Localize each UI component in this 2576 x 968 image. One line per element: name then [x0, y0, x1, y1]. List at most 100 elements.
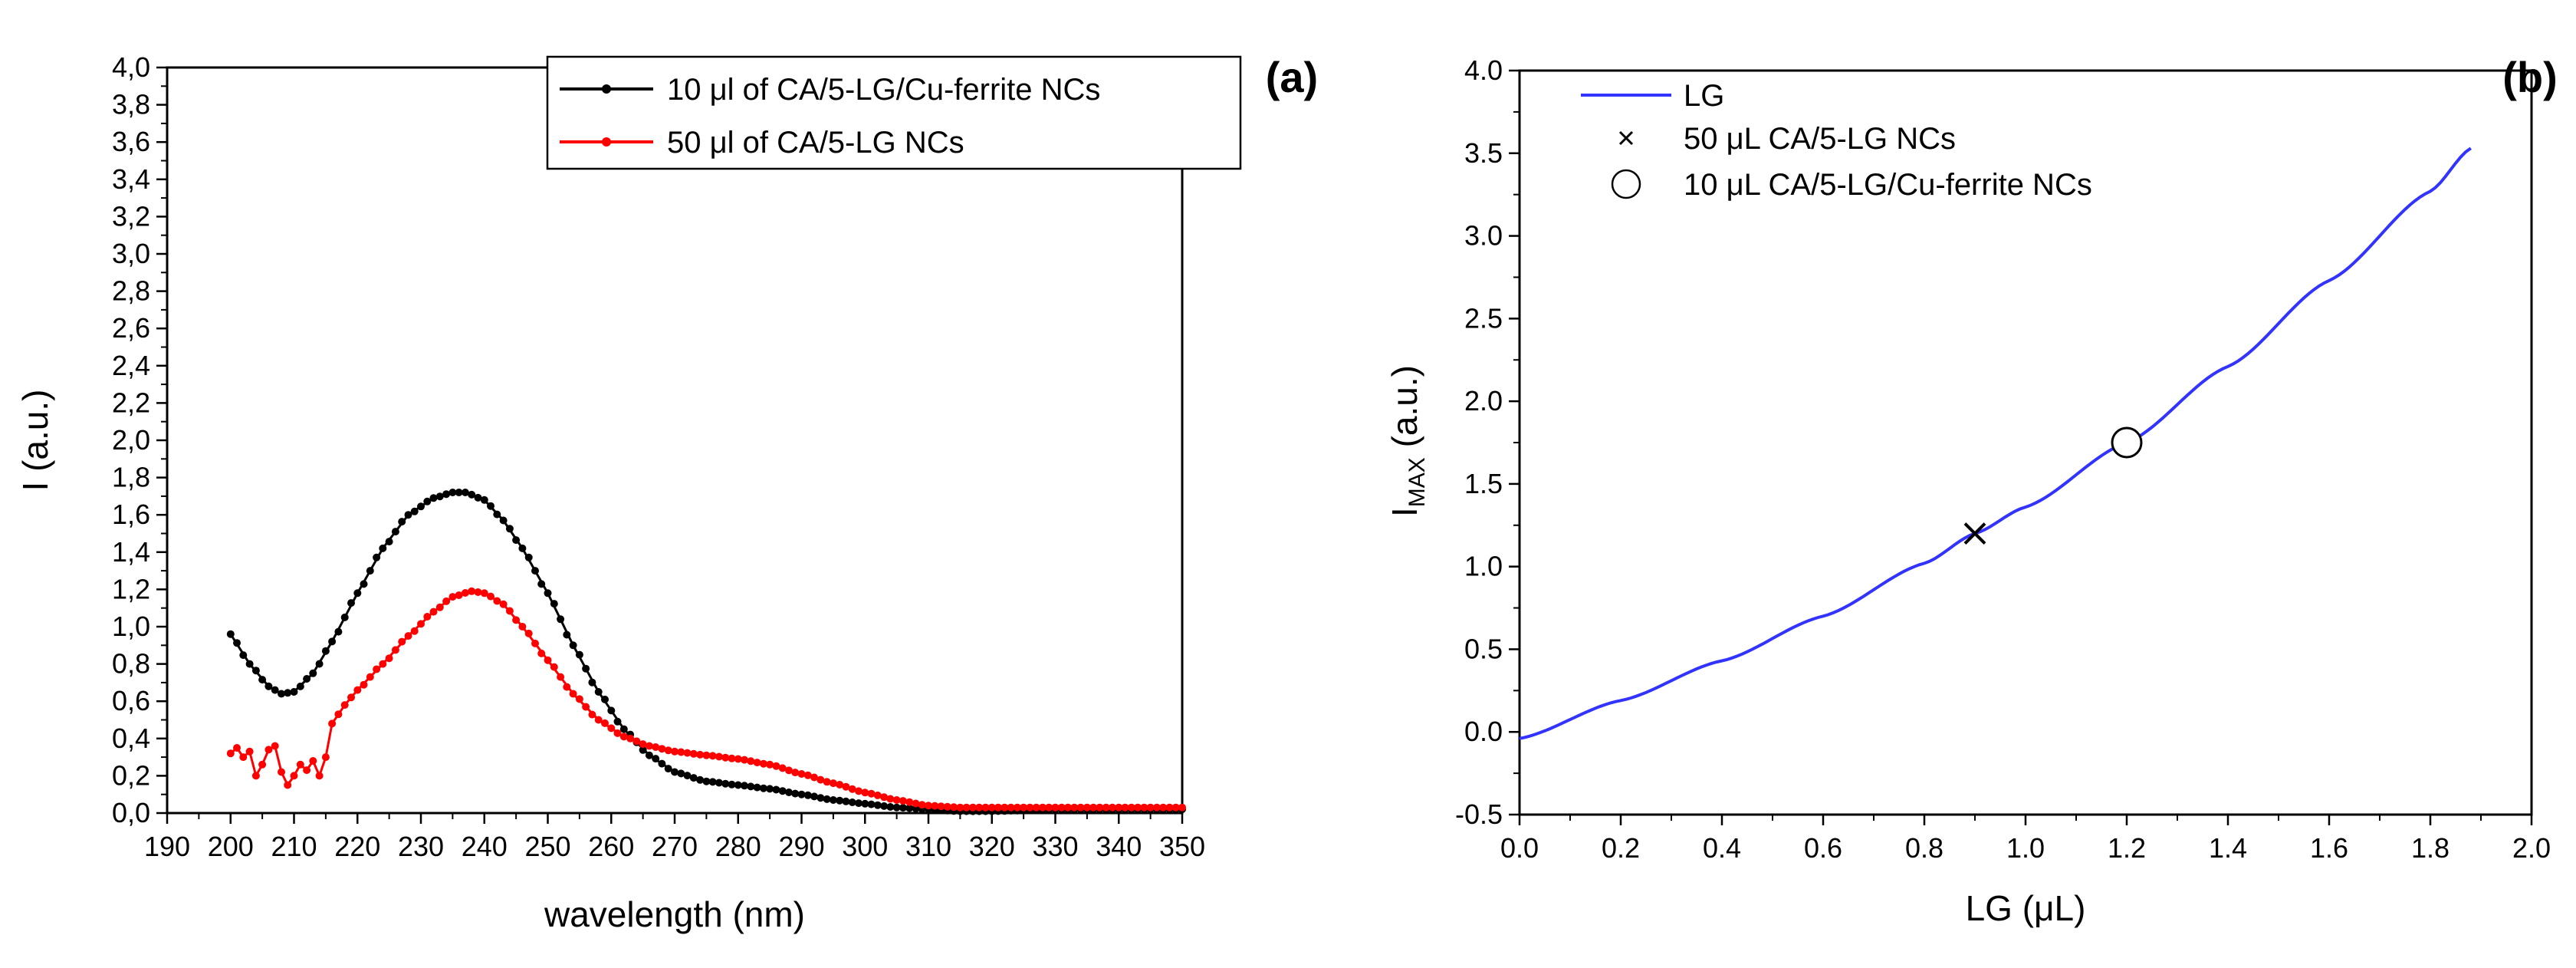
series-1-point: [937, 802, 945, 811]
panel-a-y-tick-label: 1,2: [112, 573, 150, 604]
panel-b-x-tick-label: 1.2: [2108, 832, 2146, 864]
series-1-point: [379, 660, 387, 668]
series-1-point: [905, 798, 914, 806]
series-1-point: [328, 719, 337, 728]
series-1-point: [1070, 803, 1079, 812]
series-0-point: [493, 510, 501, 519]
series-0-point: [747, 782, 755, 791]
series-1-point: [391, 646, 399, 654]
panel-a-x-tick-label: 310: [905, 831, 951, 862]
series-1-point: [1109, 803, 1116, 812]
panel-b-y-tick-label: 0.0: [1464, 716, 1503, 747]
series-1-point: [321, 753, 330, 762]
panel-a-x-tick-label: 200: [208, 831, 254, 862]
panel-a-y-tick-label: 0,8: [112, 648, 150, 680]
panel-a-x-tick-label: 320: [969, 831, 1015, 862]
panel-a-x-tick-label: 190: [144, 831, 190, 862]
series-0-point: [867, 800, 876, 808]
legend-entry-10ul-cu-ferrite: 10 μl of CA/5-LG/Cu-ferrite NCs: [667, 73, 1100, 107]
series-1-point: [803, 771, 812, 779]
series-1-point: [334, 710, 343, 719]
series-1-point: [1020, 803, 1028, 812]
series-1-point: [728, 754, 736, 762]
panel-b-x-tick-label: 0.8: [1905, 832, 1944, 864]
series-1-point: [867, 789, 876, 798]
panel-a-y-tick-label: 3,4: [112, 163, 150, 195]
series-0-point: [487, 502, 495, 510]
series-1-point: [791, 769, 800, 777]
series-1-point: [785, 766, 793, 775]
series-1-point: [1001, 803, 1009, 812]
series-1-point: [829, 779, 837, 788]
series-1-point: [474, 588, 482, 596]
series-0-point: [251, 667, 260, 675]
series-1-point: [842, 782, 850, 791]
series-1-point: [1165, 803, 1174, 812]
series-1-point: [925, 802, 932, 810]
series-1-point: [303, 766, 311, 775]
series-1-point: [1051, 803, 1060, 812]
series-0-point: [385, 538, 393, 546]
panel-b-y-tick-label: -0.5: [1455, 798, 1503, 830]
series-0-point: [271, 686, 279, 694]
series-1-point: [239, 753, 248, 762]
series-0-point: [671, 768, 678, 776]
series-0-point: [524, 553, 533, 561]
series-0-point: [645, 751, 653, 759]
series-0-point: [810, 792, 818, 801]
series-1-point: [899, 797, 907, 805]
series-0-point: [353, 589, 362, 598]
series-1-point: [652, 743, 660, 751]
series-0-point: [721, 779, 730, 788]
x-marker-50ul-stroke-2: [1963, 522, 1986, 545]
series-0-point: [708, 778, 717, 786]
series-0-point: [588, 678, 596, 686]
series-1-point: [461, 589, 469, 597]
series-1-point: [601, 719, 609, 727]
legend-swatch-x-marker: [1618, 130, 1634, 146]
series-0-point: [315, 660, 324, 668]
series-1-point: [994, 803, 1002, 812]
series-1-point: [873, 791, 882, 799]
series-0-point: [778, 787, 787, 795]
series-1-point: [892, 796, 901, 804]
series-1-point: [480, 589, 488, 598]
series-0-point: [258, 676, 267, 684]
panel-a-x-tick-label: 340: [1096, 831, 1142, 862]
panel-a-y-tick-label: 0,6: [112, 685, 150, 716]
panel-a: (a) 190 200 210 220 230 240 250 260 270 280 290 300…: [15, 51, 1318, 934]
series-1-point: [468, 587, 476, 595]
series-1-point: [1064, 803, 1072, 812]
series-0-point: [855, 799, 863, 808]
panel-b-x-axis-label: LG (μL): [1966, 888, 2086, 928]
series-1-point: [664, 746, 672, 755]
panel-b-x-tick-label: 2.0: [2512, 832, 2551, 864]
panel-a-y-tick-label: 3,2: [112, 200, 150, 232]
series-0-point: [683, 772, 692, 780]
panel-a-y-tick-label: 0,2: [112, 759, 150, 791]
series-0-point: [461, 489, 469, 496]
panel-a-y-tick-label: 2,6: [112, 312, 150, 344]
series-1-point: [683, 749, 692, 757]
y-label-main: I: [1385, 507, 1424, 517]
series-0-point: [226, 630, 235, 638]
series-0-point: [607, 706, 616, 715]
series-1-point: [1057, 803, 1066, 812]
y-label-unit: (a.u.): [1385, 365, 1424, 457]
series-1-point: [575, 695, 583, 703]
series-1-point: [588, 710, 596, 719]
series-0-point: [239, 651, 248, 660]
series-1-point: [810, 773, 818, 782]
series-0-point: [468, 490, 476, 499]
series-0-point: [575, 650, 583, 659]
series-0-point: [480, 496, 488, 504]
circle-marker-10ul: [2111, 426, 2143, 459]
lg-fit-curve: [1519, 147, 2472, 740]
series-1-point: [836, 781, 844, 789]
series-1-point: [340, 701, 349, 710]
series-1-point: [880, 793, 889, 802]
series-1-point: [423, 613, 432, 621]
series-1-point: [278, 768, 285, 776]
panel-a-legend-box: [546, 55, 1242, 170]
series-0-point: [741, 782, 748, 790]
